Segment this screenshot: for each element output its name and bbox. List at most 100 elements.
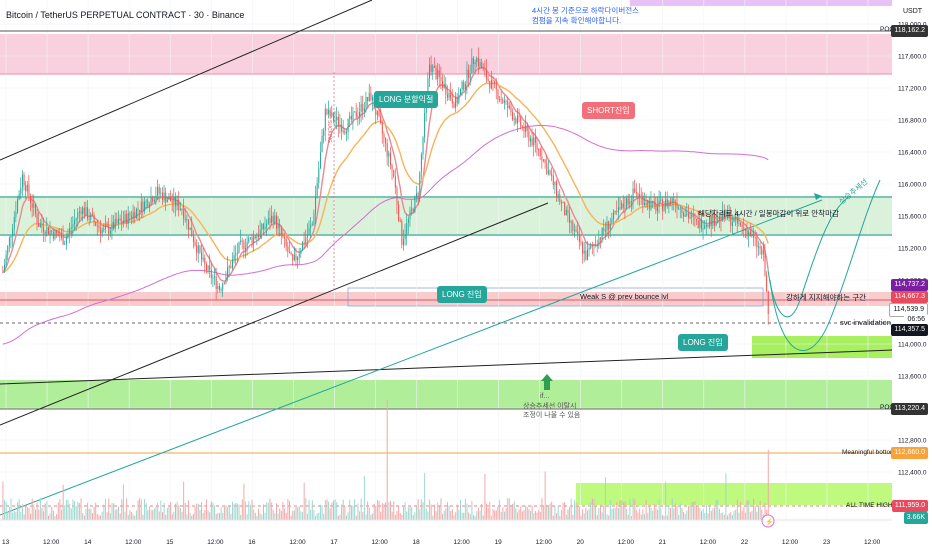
volume-bar [554, 506, 556, 520]
volume-bar [585, 507, 587, 520]
candle-body [175, 196, 177, 207]
y-tick-label: 113,600.0 [898, 374, 927, 381]
volume-bar [204, 509, 206, 520]
chart-title: Bitcoin / TetherUS PERPETUAL CONTRACT · … [6, 10, 245, 20]
volume-bar [433, 504, 435, 520]
candle-body [305, 237, 307, 244]
candle-body [227, 266, 229, 277]
candle-body [477, 57, 479, 66]
long-entry-label-2[interactable]: LONG 진입 [678, 334, 728, 351]
long-partial-label[interactable]: LONG 분할익절 [374, 91, 439, 108]
volume-bar [140, 499, 142, 520]
long-entry-label-1[interactable]: LONG 진입 [437, 286, 487, 303]
volume-bar [194, 507, 196, 520]
volume-bar [587, 510, 589, 520]
candle-body [420, 154, 422, 172]
candle-body [246, 242, 248, 248]
candle-body [168, 196, 170, 200]
candle-body [386, 143, 388, 157]
volume-bar [214, 505, 216, 520]
volume-bar [267, 502, 269, 520]
candle-body [17, 199, 19, 213]
volume-bar [489, 501, 491, 520]
candle-body [652, 201, 654, 203]
candle-body [101, 229, 103, 234]
candle-body [604, 230, 606, 232]
volume-bar [266, 502, 268, 520]
volume-bar [422, 502, 424, 520]
volume-bar [297, 507, 299, 520]
volume-bar [626, 508, 628, 520]
volume-bar [121, 499, 123, 520]
candle-body [446, 94, 448, 98]
volume-bar [420, 499, 422, 520]
volume-bar [735, 509, 737, 520]
volume-bar [477, 507, 479, 520]
candle-body [205, 264, 207, 271]
candle-body [507, 101, 509, 109]
volume-bar [153, 508, 155, 520]
volume-bar [298, 506, 300, 520]
candle-body [69, 228, 71, 234]
volume-bar [39, 498, 41, 520]
volume-bar [761, 509, 763, 520]
candle-body [46, 226, 48, 235]
volume-bar [544, 471, 546, 520]
candle-body [365, 97, 367, 109]
volume-bar [660, 507, 662, 520]
candle-body [332, 112, 334, 121]
candle-body [75, 218, 77, 221]
candle-body [83, 207, 85, 216]
candle-body [388, 152, 390, 157]
volume-bar [429, 499, 431, 520]
candle-body [127, 212, 129, 224]
volume-bar [464, 498, 466, 520]
volume-bar [118, 506, 120, 520]
candle-body [389, 152, 391, 166]
volume-bar [192, 513, 194, 520]
volume-bar [69, 503, 71, 520]
volume-bar [673, 508, 675, 520]
candle-body [311, 223, 313, 226]
volume-bar [569, 506, 571, 520]
candle-body [580, 242, 582, 244]
volume-bar [466, 503, 468, 520]
volume-bar [352, 505, 354, 520]
volume-bar [531, 505, 533, 520]
volume-bar [261, 514, 263, 520]
candle-body [279, 224, 281, 228]
volume-bar [318, 512, 320, 520]
volume-zone [576, 483, 892, 505]
volume-bar [248, 501, 250, 520]
volume-bar [438, 506, 440, 520]
candle-body [526, 125, 528, 131]
volume-bar [157, 502, 159, 520]
volume-bar [402, 506, 404, 520]
candle-body [585, 250, 587, 261]
volume-bar [341, 504, 343, 520]
top-note-1: 4시간 봉 기준으로 하락다이버전스 [532, 6, 640, 15]
x-tick-label: 18 [412, 539, 420, 546]
volume-bar [199, 510, 201, 520]
volume-bar [414, 512, 416, 520]
volume-bar [178, 505, 180, 520]
candle-body [731, 222, 733, 226]
candle-body [232, 259, 234, 268]
volume-bar [567, 509, 569, 520]
candle-body [557, 194, 559, 197]
volume-bar [215, 513, 217, 520]
candle-body [577, 231, 579, 235]
volume-bar [543, 505, 545, 520]
x-tick-label: 12:00 [289, 539, 306, 546]
candle-body [30, 195, 32, 204]
candle-body [118, 218, 120, 224]
volume-bar [487, 508, 489, 520]
short-entry-label[interactable]: SHORT진입 [582, 102, 635, 119]
candle-body [484, 68, 486, 70]
candle-body [717, 220, 719, 223]
candle-body [609, 223, 611, 230]
volume-bar [306, 513, 308, 520]
volume-bar [417, 499, 419, 520]
volume-bar [108, 498, 110, 520]
